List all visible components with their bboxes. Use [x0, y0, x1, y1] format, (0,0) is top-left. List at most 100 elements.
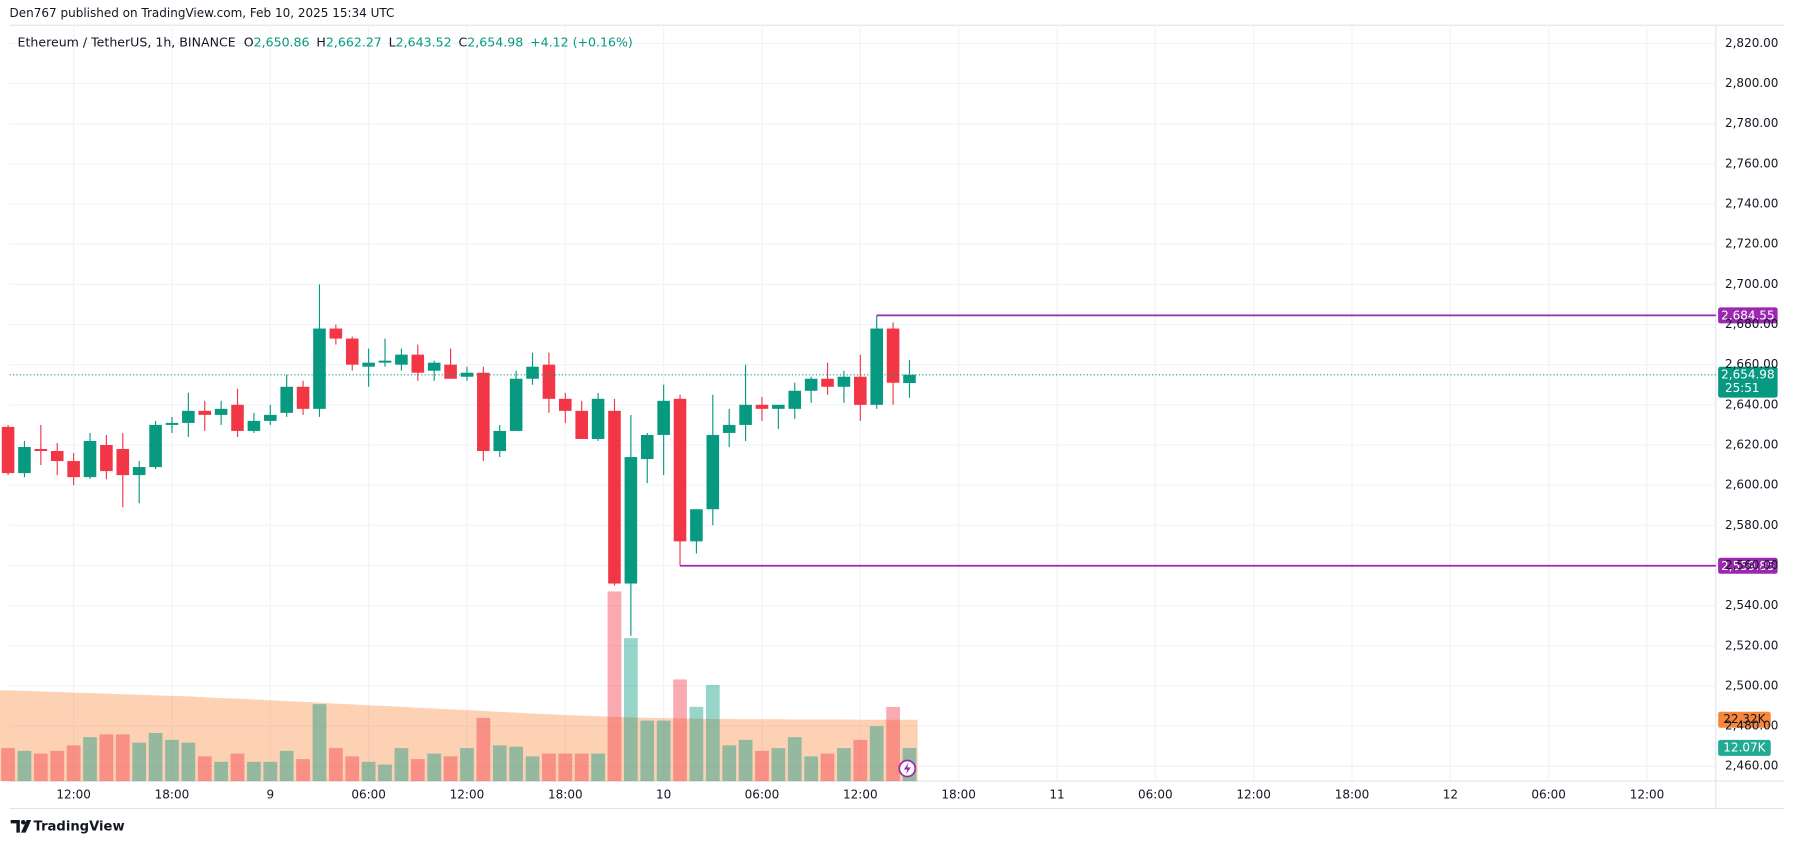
volume-bar	[17, 750, 32, 782]
brand-name: TradingView	[34, 819, 125, 834]
legend-item: 2,654.98	[467, 34, 523, 49]
y-tick-label: 2,760.00	[1725, 156, 1778, 170]
y-tick-label: 2,740.00	[1725, 197, 1778, 211]
volume-bar	[33, 753, 48, 782]
volume-ma-label: 22.32K	[1723, 712, 1766, 726]
candle-body	[116, 449, 130, 476]
volume-bar	[1, 748, 15, 782]
volume-bar	[607, 591, 622, 782]
candle-body	[854, 376, 867, 405]
x-tick-label: 18:00	[941, 787, 976, 801]
volume-bar	[820, 753, 835, 782]
volume-bar	[837, 748, 851, 782]
x-tick-label: 18:00	[155, 787, 190, 801]
volume-bar	[869, 726, 884, 782]
volume-bar	[328, 748, 343, 782]
candle-body	[83, 440, 97, 478]
volume-bar	[886, 706, 900, 782]
candle-body	[837, 376, 851, 387]
volume-bar	[361, 761, 376, 782]
candle-body	[280, 386, 293, 413]
candle-body	[231, 404, 244, 431]
candle-body	[149, 424, 162, 468]
x-tick-label: 12:00	[1630, 787, 1665, 801]
volume-bar	[755, 750, 769, 782]
candle-body	[772, 404, 785, 409]
candle-body	[559, 398, 572, 411]
candle-body	[542, 364, 556, 399]
volume-bar	[410, 759, 425, 782]
candle-body	[477, 372, 490, 452]
candle-body	[50, 451, 64, 462]
volume-bar	[624, 638, 638, 782]
candle-body	[903, 374, 916, 384]
candle-body	[198, 410, 212, 415]
x-tick-label: 18:00	[548, 787, 583, 801]
volume-bar	[640, 720, 655, 782]
candles	[1, 284, 916, 636]
y-tick-label: 2,500.00	[1725, 678, 1778, 692]
volume-label: 12.07K	[1723, 740, 1766, 754]
y-tick-label: 2,700.00	[1725, 277, 1778, 291]
legend-item: 2,662.27	[326, 34, 382, 49]
candle-body	[821, 378, 834, 387]
candle-body	[526, 366, 539, 379]
candle-body	[132, 467, 146, 476]
volume-bar	[148, 732, 163, 782]
volume-bar	[99, 734, 114, 782]
volume-bar	[476, 717, 491, 782]
volume-bar	[673, 679, 687, 782]
candle-body	[444, 364, 457, 379]
legend-item: C	[458, 34, 467, 49]
volume-bar	[394, 748, 409, 782]
candle-body	[165, 422, 179, 425]
volume-bar	[181, 742, 196, 782]
candle-body	[493, 430, 507, 452]
last-price-tag	[1718, 366, 1778, 398]
candle-body	[739, 404, 752, 425]
volume-bar	[50, 750, 65, 782]
volume-bar	[279, 750, 294, 782]
legend-item: 2,650.86	[254, 34, 310, 49]
candle-body	[591, 398, 605, 439]
publish-info: Den767 published on TradingView.com, Feb…	[10, 6, 395, 20]
candle-body	[657, 400, 670, 435]
x-tick-label: 18:00	[1335, 787, 1370, 801]
candle-body	[608, 410, 621, 584]
legend-item: Ethereum / TetherUS, 1h, BINANCE	[18, 34, 236, 49]
volume-bar	[247, 761, 261, 782]
volume-bar	[492, 745, 507, 782]
y-tick-label: 2,680.00	[1725, 317, 1778, 331]
x-tick-label: 06:00	[351, 787, 386, 801]
candle-body	[509, 378, 523, 431]
legend-item: O	[244, 34, 254, 49]
candle-body	[624, 457, 638, 584]
x-tick-label: 12:00	[1236, 787, 1271, 801]
y-tick-label: 2,460.00	[1725, 759, 1778, 773]
y-tick-label: 2,640.00	[1725, 397, 1778, 411]
volume-bar	[296, 759, 310, 782]
level-tag	[1718, 307, 1778, 324]
y-tick-label: 2,580.00	[1725, 518, 1778, 532]
legend: Ethereum / TetherUS, 1h, BINANCE O2,650.8…	[18, 34, 633, 49]
legend-item: 2,643.52	[396, 34, 452, 49]
volume-bar	[771, 748, 786, 782]
candle-body	[247, 420, 261, 431]
volume-bar	[542, 753, 556, 782]
candle-body	[804, 378, 818, 391]
volume-bar	[132, 742, 147, 782]
volume-bar	[558, 753, 573, 782]
x-tick-label: 12:00	[450, 787, 485, 801]
legend-item: H	[316, 34, 325, 49]
candle-body	[313, 328, 326, 409]
volume-bar	[804, 756, 819, 782]
volume-bar	[165, 739, 179, 782]
candle-body	[870, 328, 883, 405]
y-tick-label: 2,820.00	[1725, 36, 1778, 50]
volume-bar	[705, 684, 720, 782]
candle-body	[411, 354, 425, 373]
candle-body	[788, 390, 802, 409]
y-tick-label: 2,720.00	[1725, 237, 1778, 251]
candle-body	[264, 414, 277, 421]
